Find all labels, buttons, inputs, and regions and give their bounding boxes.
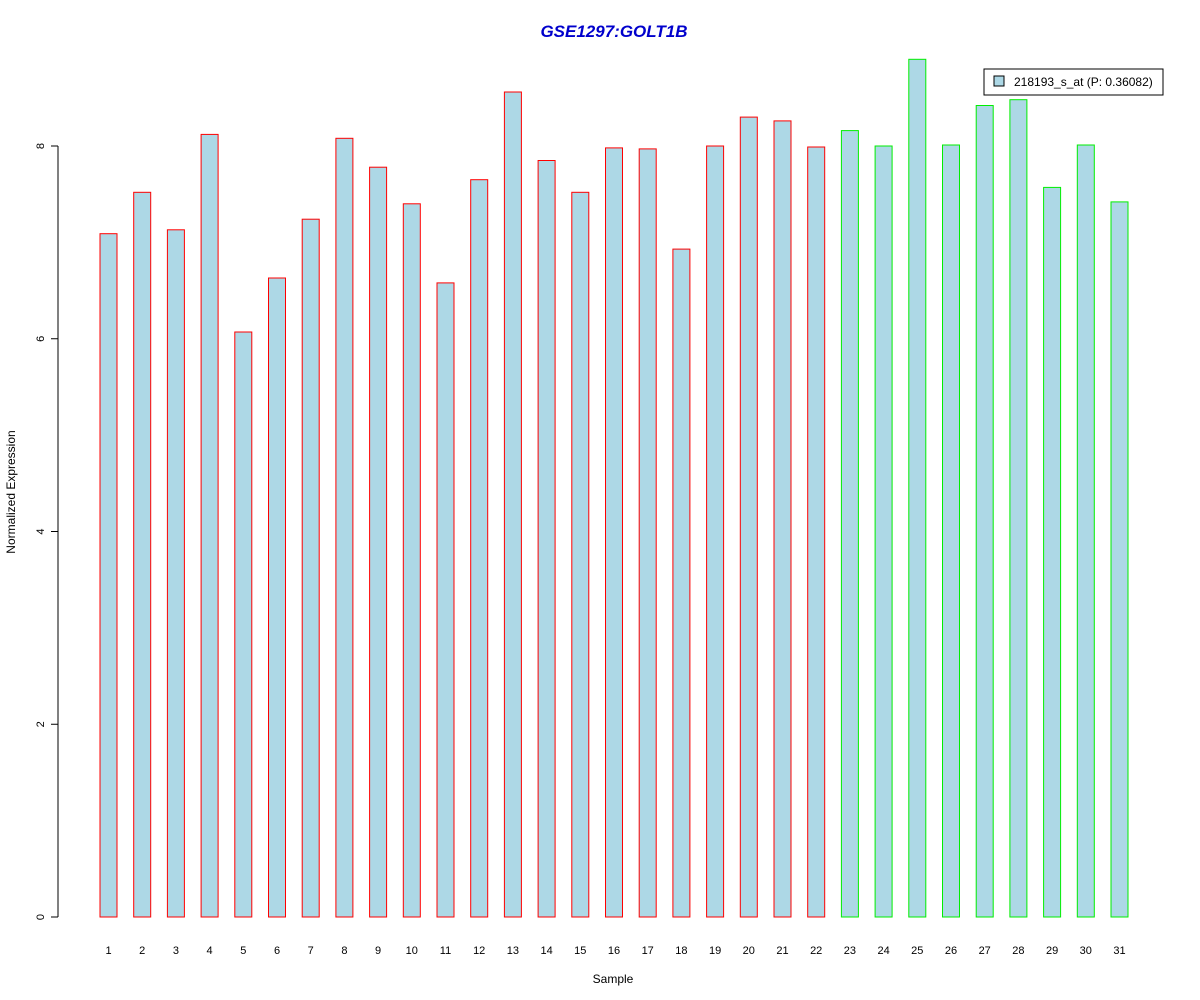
bar-sample-3 xyxy=(166,229,185,918)
bar-sample-8 xyxy=(335,137,354,918)
y-tick-label: 6 xyxy=(35,336,47,342)
x-tick-label: 23 xyxy=(844,945,856,957)
bar-sample-4 xyxy=(200,133,219,918)
bar-sample-7 xyxy=(301,218,320,918)
x-tick-label: 15 xyxy=(574,945,586,957)
x-tick-label: 8 xyxy=(341,945,347,957)
y-tick-label: 8 xyxy=(35,143,47,149)
x-tick-label: 25 xyxy=(911,945,923,957)
x-tick-label: 22 xyxy=(810,945,822,957)
bar-sample-26 xyxy=(942,144,960,918)
bar-sample-24 xyxy=(874,145,893,918)
legend: 218193_s_at (P: 0.36082) xyxy=(983,68,1164,96)
x-tick-label: 21 xyxy=(776,945,788,957)
bar-sample-23 xyxy=(840,130,859,918)
x-tick-label: 2 xyxy=(139,945,145,957)
bar-sample-13 xyxy=(503,91,522,918)
bar-sample-14 xyxy=(537,160,556,918)
x-tick-label: 13 xyxy=(507,945,519,957)
bar-sample-10 xyxy=(402,203,421,918)
x-tick-label: 11 xyxy=(440,945,451,957)
bar-sample-17 xyxy=(638,148,657,918)
y-tick-label: 2 xyxy=(35,721,47,727)
x-tick-label: 27 xyxy=(979,945,991,957)
bar-sample-12 xyxy=(470,179,489,918)
x-tick-label: 6 xyxy=(274,945,280,957)
bar-sample-1 xyxy=(99,233,118,918)
bar-sample-9 xyxy=(369,166,388,918)
legend-label: 218193_s_at (P: 0.36082) xyxy=(1014,75,1153,89)
bar-sample-18 xyxy=(672,248,691,918)
x-tick-label: 14 xyxy=(540,945,552,957)
bar-sample-5 xyxy=(234,331,253,918)
bar-sample-20 xyxy=(739,116,758,918)
x-tick-label: 31 xyxy=(1113,945,1125,957)
bar-sample-30 xyxy=(1076,144,1095,918)
x-tick-label: 30 xyxy=(1080,945,1092,957)
bar-sample-28 xyxy=(1009,99,1028,918)
legend-box xyxy=(983,68,1164,96)
bar-sample-15 xyxy=(571,191,590,918)
bar-sample-29 xyxy=(1043,186,1062,918)
x-tick-label: 28 xyxy=(1012,945,1024,957)
bars-group xyxy=(99,58,1129,918)
chart-title: GSE1297:GOLT1B xyxy=(540,22,687,41)
y-axis-label: Normalized Expression xyxy=(4,430,18,553)
x-tick-label: 16 xyxy=(608,945,620,957)
x-tick-label: 5 xyxy=(240,945,246,957)
bar-sample-21 xyxy=(773,120,792,918)
x-tick-label: 24 xyxy=(877,945,889,957)
x-tick-label: 3 xyxy=(173,945,179,957)
x-tick-label: 19 xyxy=(709,945,721,957)
legend-swatch xyxy=(993,75,1005,87)
bar-sample-16 xyxy=(605,147,623,918)
x-tick-label: 7 xyxy=(308,945,314,957)
x-tick-label: 29 xyxy=(1046,945,1058,957)
x-tick-label: 20 xyxy=(743,945,755,957)
y-tick-label: 4 xyxy=(35,528,47,534)
x-tick-label: 26 xyxy=(945,945,957,957)
bar-sample-19 xyxy=(706,145,725,918)
bar-sample-2 xyxy=(133,191,152,918)
y-tick-label: 0 xyxy=(35,914,47,920)
bar-sample-22 xyxy=(807,146,826,918)
x-tick-labels: 1 2 3 4 5 6 7 8 9 10 11 12 13 14 15 16 17 18 19 20 21 22 23 24 2… xyxy=(105,945,1125,957)
x-tick-label: 12 xyxy=(473,945,485,957)
x-tick-label: 17 xyxy=(642,945,654,957)
bar-sample-27 xyxy=(975,105,994,918)
x-axis-label: Sample xyxy=(593,972,634,986)
x-tick-label: 1 xyxy=(105,945,111,957)
x-tick-label: 18 xyxy=(675,945,687,957)
y-axis: 0 2 4 6 8 xyxy=(35,143,59,920)
bar-sample-6 xyxy=(268,277,286,918)
x-tick-label: 10 xyxy=(406,945,418,957)
bar-sample-31 xyxy=(1110,201,1129,918)
bar-sample-11 xyxy=(436,282,455,918)
x-tick-label: 4 xyxy=(207,945,213,957)
bar-sample-25 xyxy=(908,58,927,918)
x-tick-label: 9 xyxy=(375,945,381,957)
